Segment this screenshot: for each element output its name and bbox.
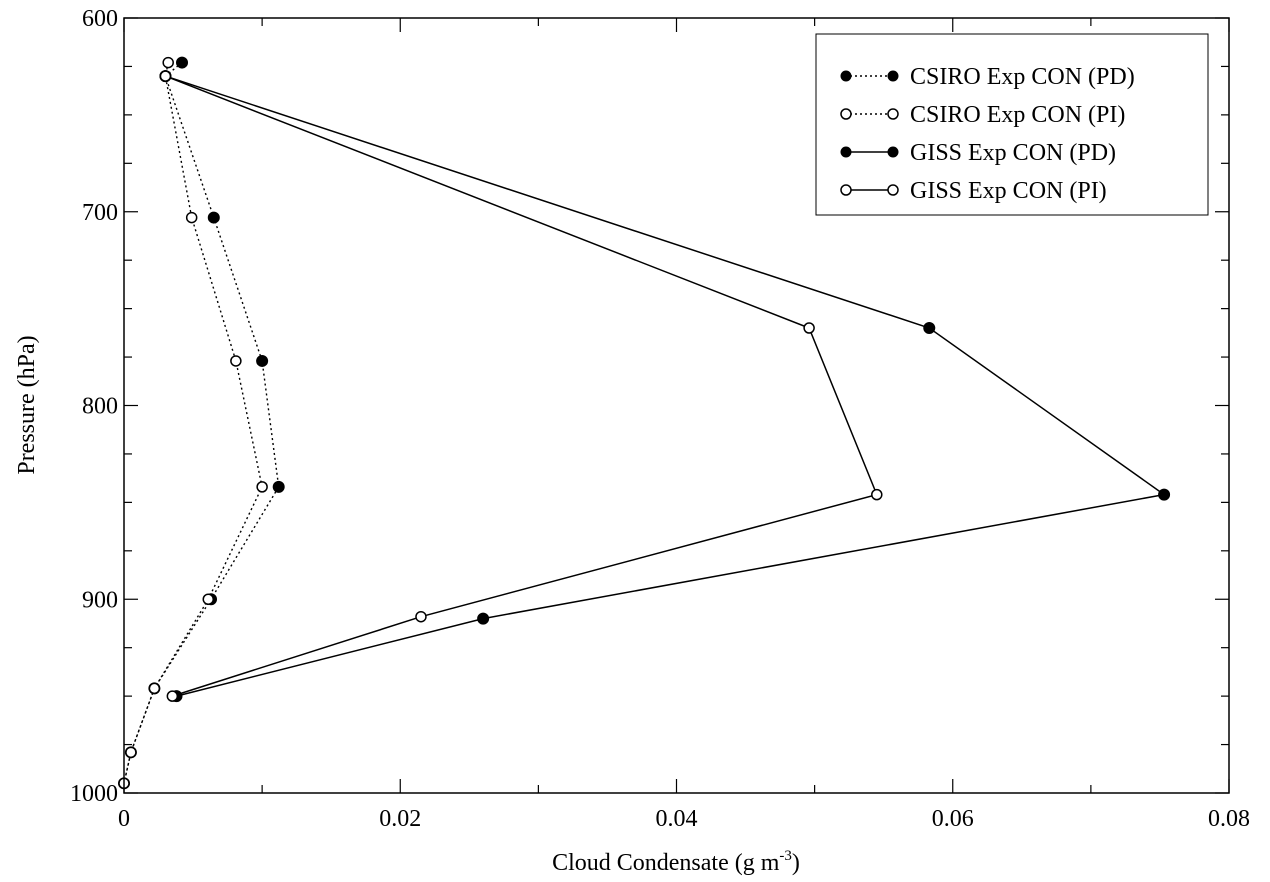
legend-marker-end-1 — [887, 108, 899, 120]
legend-marker-end-2 — [887, 146, 899, 158]
y-tick-label: 600 — [82, 6, 118, 32]
x-tick-label: 0.02 — [379, 806, 421, 832]
legend-label-1: CSIRO Exp CON (PI) — [910, 102, 1125, 128]
x-axis-label-superscript: -3 — [779, 848, 792, 864]
legend-box — [815, 33, 1209, 216]
data-point-series-2 — [1158, 488, 1171, 501]
data-point-series-1 — [162, 56, 174, 69]
x-tick-label: 0 — [118, 806, 130, 832]
data-point-series-3 — [159, 70, 172, 82]
y-tick-label: 800 — [82, 394, 118, 420]
data-point-series-0 — [256, 354, 269, 367]
legend-marker-start-2 — [840, 146, 852, 158]
data-point-series-0 — [176, 56, 189, 69]
legend-marker-start-0 — [840, 70, 852, 82]
plot-frame — [123, 17, 1230, 794]
series-line-3 — [165, 75, 878, 697]
legend-marker-end-3 — [887, 184, 899, 196]
legend-label-2: GISS Exp CON (PD) — [910, 140, 1116, 166]
data-point-series-2 — [477, 612, 490, 625]
legend-marker-start-1 — [840, 108, 852, 120]
legend-label-0: CSIRO Exp CON (PD) — [910, 64, 1135, 90]
data-point-series-1 — [256, 481, 268, 493]
series-markers — [118, 56, 1171, 790]
y-tick-label: 700 — [82, 200, 118, 226]
data-point-series-1 — [202, 593, 215, 605]
data-point-series-2 — [923, 322, 936, 334]
y-tick-label: 900 — [82, 587, 118, 613]
tick-labels: 0 0.02 0.04 0.06 0.08 600 700 800 900 1000 — [70, 6, 1250, 832]
series-line-0 — [123, 62, 280, 784]
data-point-series-1 — [148, 682, 161, 695]
series-line-1 — [123, 62, 263, 784]
data-point-series-0 — [272, 480, 285, 493]
data-point-series-3 — [871, 488, 883, 501]
data-point-series-3 — [166, 690, 179, 702]
data-point-series-3 — [415, 610, 427, 623]
data-point-series-1 — [230, 355, 242, 367]
data-point-series-0 — [207, 211, 220, 224]
y-axis-label: Pressure (hPa) — [14, 335, 40, 474]
x-axis-label: Cloud Condensate (g m-3) — [552, 848, 800, 876]
legend-label-3: GISS Exp CON (PI) — [910, 178, 1107, 204]
data-point-series-1 — [125, 746, 137, 759]
x-tick-label: 0.04 — [656, 806, 698, 832]
x-tick-label: 0.06 — [932, 806, 974, 832]
y-tick-label: 1000 — [70, 781, 118, 807]
x-tick-label: 0.08 — [1208, 806, 1250, 832]
legend-marker-end-0 — [887, 70, 899, 82]
data-point-series-3 — [803, 322, 815, 334]
legend: CSIRO Exp CON (PD) CSIRO Exp CON (PI) GISS… — [815, 33, 1209, 216]
data-point-series-1 — [185, 211, 198, 224]
legend-marker-start-3 — [840, 184, 852, 196]
